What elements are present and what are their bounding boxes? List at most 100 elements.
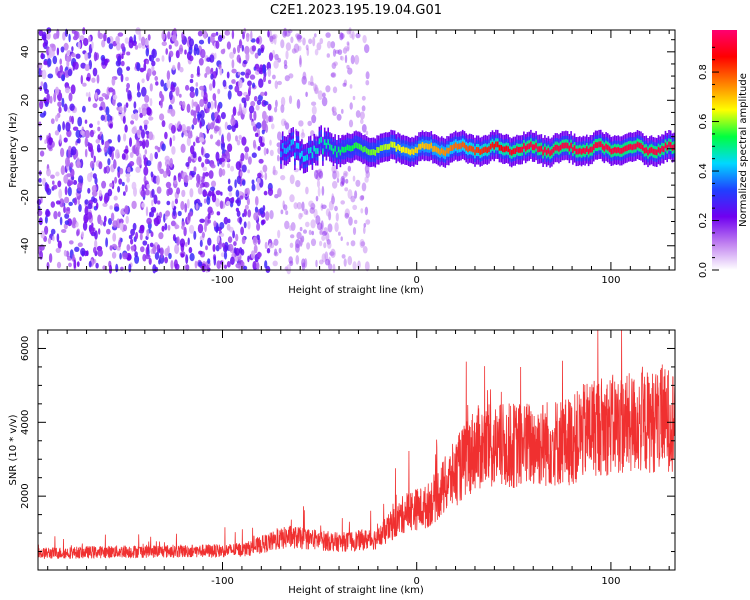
spectrogram-cell (67, 68, 73, 77)
spectrogram-cell (117, 55, 121, 66)
spectrogram-cell (179, 238, 186, 248)
spectrogram-signal-cell (348, 145, 350, 151)
spectrogram-signal-cell (451, 145, 453, 151)
spectrogram-cell (115, 263, 119, 273)
spectrogram-cell (125, 184, 128, 193)
spectrogram-cell (322, 231, 327, 236)
spectrogram-signal-cell (477, 147, 480, 153)
spectrogram-cell (232, 106, 237, 116)
spectrogram-signal-cell (460, 142, 462, 149)
spectrogram-signal-cell (365, 147, 368, 154)
spectrogram-cell (327, 241, 332, 249)
spectrogram-cell (202, 166, 208, 172)
spectrogram-cell (63, 42, 69, 51)
spectrogram-cell (92, 197, 98, 204)
spectrogram-cell (350, 195, 356, 203)
spectrogram-signal-cell (570, 142, 572, 149)
spectrogram-cell (336, 113, 342, 121)
spectrogram-cell (205, 66, 211, 75)
spectrogram-cell (62, 121, 65, 131)
spectrogram-cell (130, 245, 136, 251)
spectrogram-cell (190, 109, 195, 116)
spectrogram-cell (126, 176, 130, 183)
spectrogram-cell (215, 190, 221, 196)
spectrogram-cell (70, 168, 75, 178)
spectrogram-cell (145, 246, 149, 256)
spectrogram-cell (68, 240, 74, 245)
spectrogram-cell (91, 41, 94, 50)
spectrogram-cell (77, 182, 83, 192)
spectrogram-cell (136, 141, 141, 151)
spectrogram-cell (95, 262, 99, 269)
spectrogram-cell (191, 124, 195, 130)
spectrogram-cell (134, 112, 139, 121)
spectrogram-cell (214, 125, 220, 132)
spectrogram-cell (243, 265, 248, 271)
spectrogram-cell (266, 248, 271, 254)
spectrogram-xtick-label: 0 (414, 275, 420, 286)
spectrogram-cell (49, 95, 53, 104)
spectrogram-cell (145, 130, 150, 135)
spectrogram-cell (84, 199, 89, 205)
spectrogram-cell (220, 112, 226, 120)
spectrogram-cell (183, 176, 187, 183)
spectrogram-cell (109, 147, 112, 158)
spectrogram-signal-cell (353, 142, 356, 149)
spectrogram-cell (128, 263, 132, 273)
spectrogram-cell (323, 242, 327, 249)
spectrogram-signal-cell (577, 148, 579, 155)
spectrogram-signal-cell (465, 144, 467, 151)
spectrogram-cell (140, 246, 145, 253)
spectrogram-cell (256, 99, 262, 106)
spectrogram-cell (186, 126, 192, 131)
spectrogram-cell (44, 139, 47, 144)
spectrogram-cell (58, 106, 62, 114)
spectrogram-cell (355, 32, 361, 39)
spectrogram-cell (94, 230, 98, 240)
spectrogram-cell (59, 58, 62, 65)
spectrogram-cell (251, 152, 257, 158)
spectrogram-cell (57, 240, 62, 249)
spectrogram-cell (57, 211, 61, 218)
spectrogram-cell (70, 146, 77, 156)
spectrogram-cell (348, 119, 354, 128)
spectrogram-cell (105, 237, 108, 248)
spectrogram-cell (268, 79, 272, 84)
spectrogram-cell (129, 137, 132, 148)
spectrogram-cell (148, 131, 154, 141)
spectrogram-cell (158, 232, 164, 240)
spectrogram-cell (204, 222, 207, 233)
spectrogram-cell (151, 188, 155, 198)
spectrogram-cell (310, 130, 315, 137)
spectrogram-cell (235, 233, 239, 242)
spectrogram-cell (238, 79, 243, 89)
spectrogram-cell (154, 76, 158, 81)
spectrogram-signal-cell (640, 143, 642, 149)
spectrogram-cell (365, 219, 371, 225)
spectrogram-cell (74, 31, 80, 40)
spectrogram-cell (120, 43, 125, 50)
spectrogram-signal-cell (563, 142, 565, 149)
spectrogram-signal-cell (542, 149, 544, 156)
spectrogram-cell (264, 260, 268, 269)
spectrogram-cell (290, 36, 294, 44)
spectrogram-signal-cell (664, 142, 667, 149)
spectrogram-cell (310, 238, 317, 247)
spectrogram-cell (200, 89, 205, 98)
spectrogram-cell (262, 119, 267, 129)
spectrogram-cell (161, 55, 165, 62)
spectrogram-signal-cell (313, 145, 315, 152)
spectrogram-cell (220, 191, 223, 196)
spectrogram-cell (152, 244, 157, 255)
spectrogram-cell (318, 170, 324, 179)
spectrogram-cell (60, 46, 65, 53)
spectrogram-cell (361, 95, 366, 101)
spectrogram-cell (302, 37, 306, 46)
spectrogram-cell (273, 238, 279, 246)
spectrogram-cell (142, 240, 148, 246)
spectrogram-cell (46, 93, 50, 102)
spectrogram-cell (347, 165, 351, 172)
spectrogram-cell (231, 68, 237, 74)
spectrogram-signal-cell (425, 143, 427, 149)
spectrogram-cell (251, 183, 256, 192)
